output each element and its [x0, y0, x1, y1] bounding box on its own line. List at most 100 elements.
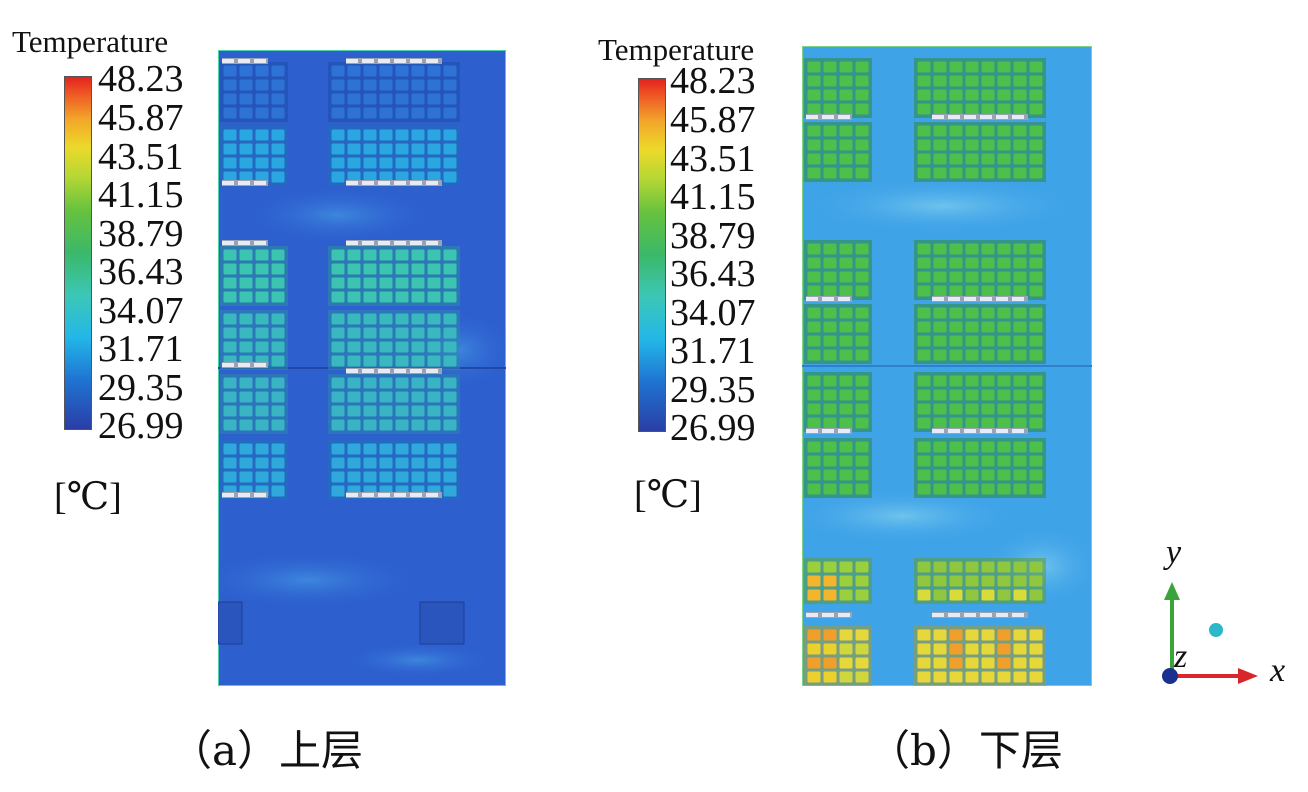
cell — [347, 471, 361, 483]
cell — [395, 341, 409, 353]
cell — [255, 249, 269, 261]
cell — [933, 243, 947, 255]
cell — [807, 61, 821, 73]
cell — [823, 483, 837, 495]
cell — [997, 455, 1011, 467]
cell — [949, 657, 963, 669]
cell — [1029, 257, 1043, 269]
battery-module — [804, 304, 872, 364]
cell — [427, 79, 441, 91]
temperature-colorbar — [638, 78, 666, 432]
cell — [997, 671, 1011, 683]
cell — [411, 143, 425, 155]
cell — [949, 375, 963, 387]
cell — [1013, 389, 1027, 401]
cell — [917, 629, 931, 641]
cell — [949, 575, 963, 587]
cell — [395, 93, 409, 105]
cell — [997, 375, 1011, 387]
cell — [347, 93, 361, 105]
cell — [839, 441, 853, 453]
cell — [427, 419, 441, 431]
cell — [917, 243, 931, 255]
cell — [949, 125, 963, 137]
cell — [223, 65, 237, 77]
cell — [981, 61, 995, 73]
legend-title: Temperature — [598, 32, 755, 67]
cell — [965, 167, 979, 179]
cell — [823, 321, 837, 333]
cell — [443, 485, 457, 497]
tick-label: 29.35 — [670, 369, 756, 411]
cell — [255, 377, 269, 389]
cell — [981, 469, 995, 481]
cell — [411, 391, 425, 403]
cell — [379, 327, 393, 339]
cell — [981, 153, 995, 165]
cell — [997, 629, 1011, 641]
cell — [997, 61, 1011, 73]
cell — [1013, 657, 1027, 669]
cell — [949, 61, 963, 73]
cell — [411, 471, 425, 483]
cell — [855, 375, 869, 387]
cell — [255, 457, 269, 469]
cell — [839, 643, 853, 655]
cell — [427, 171, 441, 183]
cell — [807, 257, 821, 269]
cell — [981, 657, 995, 669]
cell — [379, 391, 393, 403]
cell — [363, 471, 377, 483]
cell — [823, 125, 837, 137]
cell — [823, 589, 837, 601]
cell — [1013, 307, 1027, 319]
cell — [363, 457, 377, 469]
cell — [949, 629, 963, 641]
cell — [997, 139, 1011, 151]
cell — [331, 157, 345, 169]
cell — [331, 457, 345, 469]
cell — [1029, 139, 1043, 151]
cell — [411, 249, 425, 261]
cell — [997, 257, 1011, 269]
busbar — [806, 114, 852, 120]
cell — [239, 405, 253, 417]
cell — [949, 469, 963, 481]
cell — [1013, 469, 1027, 481]
cell — [917, 403, 931, 415]
cell — [965, 389, 979, 401]
busbar — [932, 428, 1028, 434]
cell — [223, 93, 237, 105]
cell — [255, 443, 269, 455]
battery-module — [804, 558, 872, 604]
cell — [363, 129, 377, 141]
cell — [1029, 285, 1043, 297]
cell — [443, 129, 457, 141]
cell — [363, 443, 377, 455]
cell — [411, 93, 425, 105]
cell — [331, 313, 345, 325]
cell — [411, 327, 425, 339]
cell — [965, 75, 979, 87]
cell — [379, 341, 393, 353]
busbar — [222, 362, 268, 368]
busbar — [346, 492, 442, 498]
cell — [823, 257, 837, 269]
cell — [965, 469, 979, 481]
cell — [997, 103, 1011, 115]
cell — [443, 263, 457, 275]
cell — [331, 263, 345, 275]
cell — [997, 125, 1011, 137]
cell — [363, 277, 377, 289]
cell — [933, 139, 947, 151]
cell — [839, 89, 853, 101]
cell — [997, 271, 1011, 283]
cell — [255, 157, 269, 169]
cell — [949, 167, 963, 179]
cell — [855, 575, 869, 587]
cell — [1029, 629, 1043, 641]
tick-label: 31.71 — [670, 330, 756, 372]
cell — [379, 443, 393, 455]
cell — [443, 143, 457, 155]
cell — [997, 285, 1011, 297]
